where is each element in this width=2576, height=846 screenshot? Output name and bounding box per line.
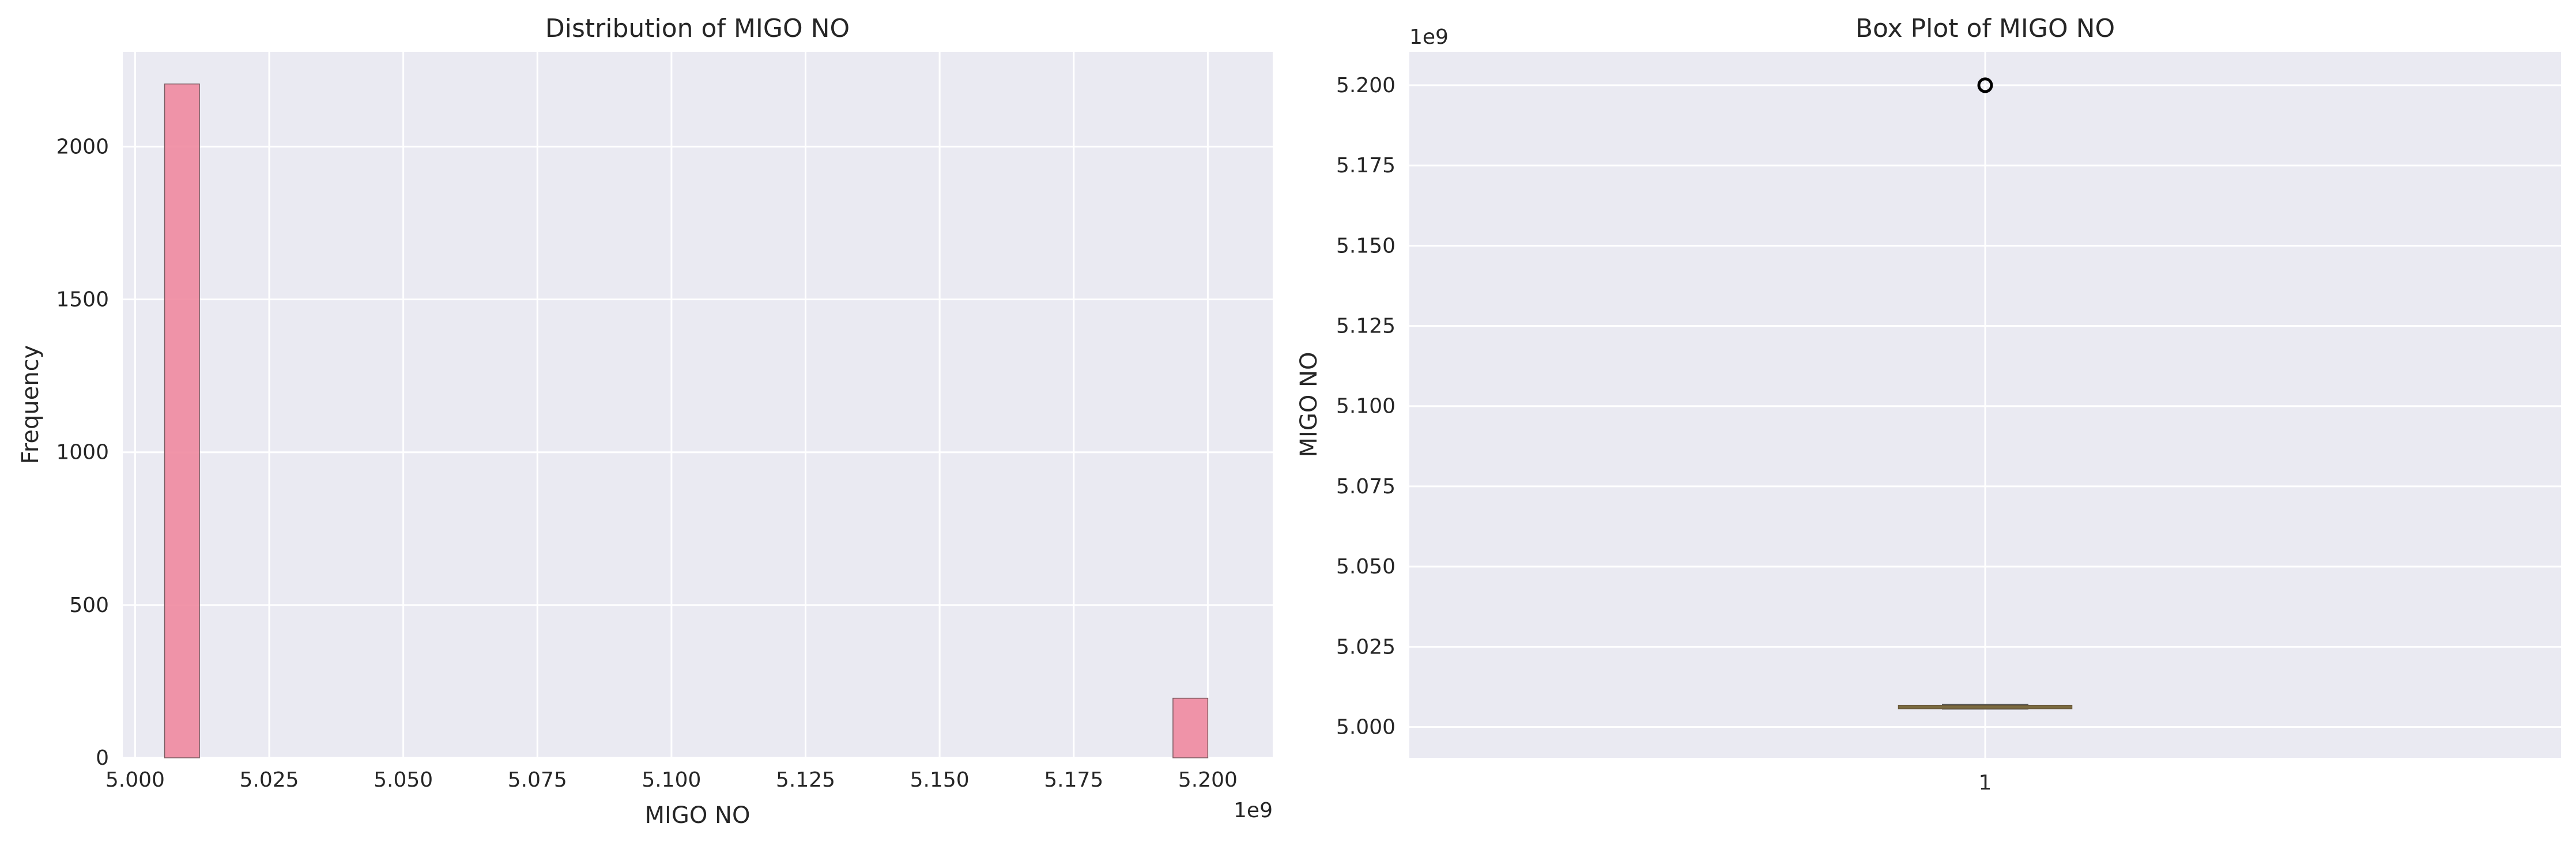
histogram-title: Distribution of MIGO NO [545,14,850,43]
histogram-x-tick-label: 5.075 [508,768,567,792]
boxplot-y-tick-label: 5.200 [1336,74,1396,97]
boxplot-y-label: MIGO NO [1296,352,1322,458]
histogram-plot-area [123,52,1273,758]
boxplot-y-offset-label: 1e9 [1409,25,1449,49]
histogram-bar [164,83,200,758]
histogram-x-offset-label: 1e9 [1234,799,1273,822]
histogram-y-tick-label: 1000 [56,441,109,464]
boxplot-title: Box Plot of MIGO NO [1855,14,2115,43]
histogram-gridlines [123,52,1273,759]
boxplot-marks [1898,77,2073,710]
boxplot-y-ticks: 5.000 5.025 5.050 5.075 5.100 5.125 5.150 5.175… [1336,74,1396,739]
histogram-y-tick-label: 2000 [56,135,109,158]
boxplot-y-tick-label: 5.075 [1336,475,1396,498]
boxplot-outlier-point [1977,77,1993,93]
histogram-x-tick-label: 5.000 [105,768,165,792]
histogram-bars [164,83,1209,758]
boxplot-y-tick-label: 5.125 [1336,315,1396,338]
boxplot-y-tick-label: 5.000 [1336,716,1396,739]
boxplot-x-tick-label: 1 [1979,771,1992,795]
histogram-y-tick-label: 0 [96,746,109,770]
boxplot-gridlines [1409,52,2561,758]
histogram-bar [1172,697,1209,758]
histogram-y-ticks: 0 500 1000 1500 2000 [56,135,109,770]
boxplot-y-tick-label: 5.175 [1336,154,1396,177]
boxplot-panel: 5.000 5.025 5.050 5.075 5.100 5.125 5.150 5.175… [1296,14,2561,795]
histogram-x-tick-label: 5.025 [239,768,299,792]
histogram-x-label: MIGO NO [645,802,750,829]
boxplot-y-tick-label: 5.050 [1336,555,1396,579]
histogram-y-tick-label: 1500 [56,288,109,312]
histogram-y-tick-label: 500 [69,594,109,617]
boxplot-y-tick-label: 5.150 [1336,234,1396,258]
histogram-y-label: Frequency [17,345,44,464]
histogram-x-tick-label: 5.125 [776,768,835,792]
histogram-x-tick-label: 5.200 [1178,768,1238,792]
histogram-x-tick-label: 5.050 [374,768,433,792]
boxplot-y-tick-label: 5.025 [1336,635,1396,659]
histogram-x-tick-label: 5.175 [1044,768,1103,792]
histogram-x-ticks: 5.000 5.025 5.050 5.075 5.100 5.125 5.150 5.175… [105,768,1238,792]
boxplot-y-tick-label: 5.100 [1336,395,1396,418]
histogram-x-tick-label: 5.150 [910,768,970,792]
histogram-x-tick-label: 5.100 [642,768,701,792]
histogram-panel: 5.000 5.025 5.050 5.075 5.100 5.125 5.150 5.175… [17,14,1273,829]
